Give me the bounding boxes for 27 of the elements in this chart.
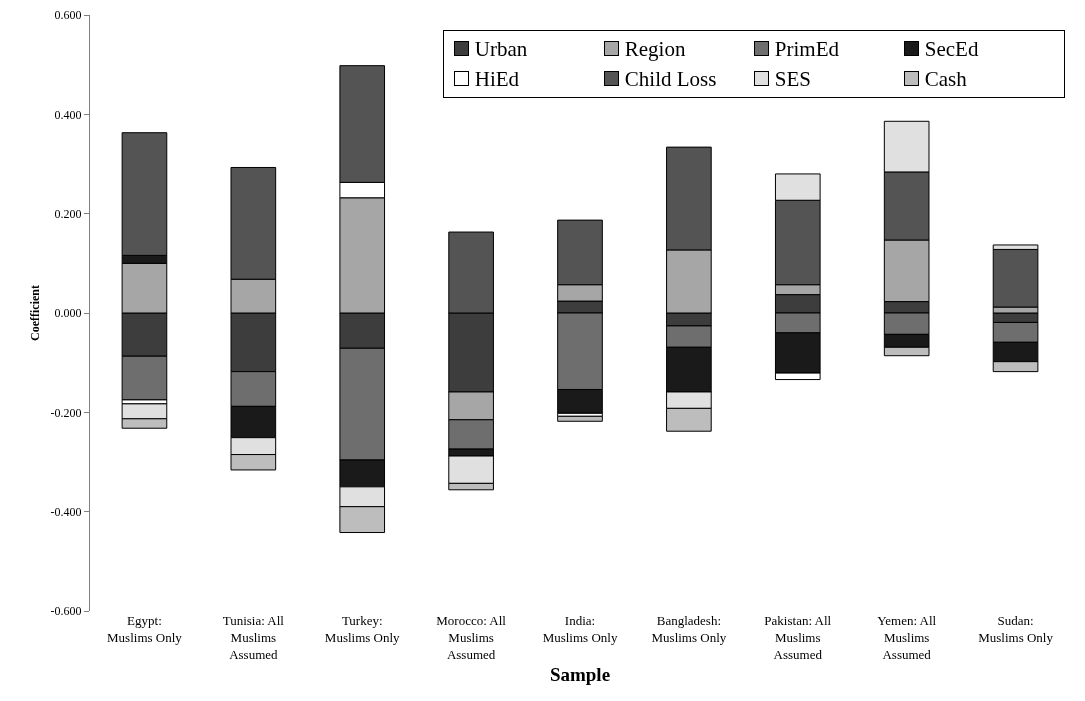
legend-label: Child Loss — [624, 65, 717, 92]
legend-label: HiEd — [474, 65, 520, 92]
x-tick-label: Tunisia: All Muslims Assumed — [222, 613, 285, 662]
y-tick-label: 0.200 — [54, 206, 82, 221]
x-axis-title: Sample — [549, 663, 611, 685]
legend-label: SecEd — [924, 35, 979, 62]
x-tick-label: Bangladesh: Muslims Only — [651, 613, 727, 645]
x-tick-label: Sudan: Muslims Only — [978, 613, 1054, 645]
x-tick-label: Pakistan: All Muslims Assumed — [764, 613, 832, 662]
x-tick-label: Turkey: Muslims Only — [324, 613, 401, 645]
y-tick-label: -0.200 — [50, 405, 82, 420]
legend-label: Region — [624, 35, 686, 62]
y-axis-title: Coefficient — [27, 285, 42, 341]
y-tick-label: 0.000 — [54, 306, 82, 321]
legend-label: Urban — [474, 35, 528, 62]
y-tick-label: -0.600 — [50, 604, 82, 619]
x-tick-label: Morocco: All Muslims Assumed — [436, 613, 507, 662]
x-tick-label: India: Muslims Only — [542, 613, 618, 645]
y-tick-label: 0.400 — [54, 107, 82, 122]
y-tick-label: 0.600 — [54, 8, 82, 23]
y-tick-label: -0.400 — [50, 504, 82, 519]
bar — [557, 415, 603, 422]
x-tick-label: Yemen: All Muslims Assumed — [877, 613, 937, 662]
legend-label: PrimEd — [774, 35, 839, 62]
legend-label: Cash — [924, 65, 967, 92]
legend-label: SES — [774, 65, 811, 92]
x-tick-label: Egypt: Muslims Only — [107, 613, 183, 645]
